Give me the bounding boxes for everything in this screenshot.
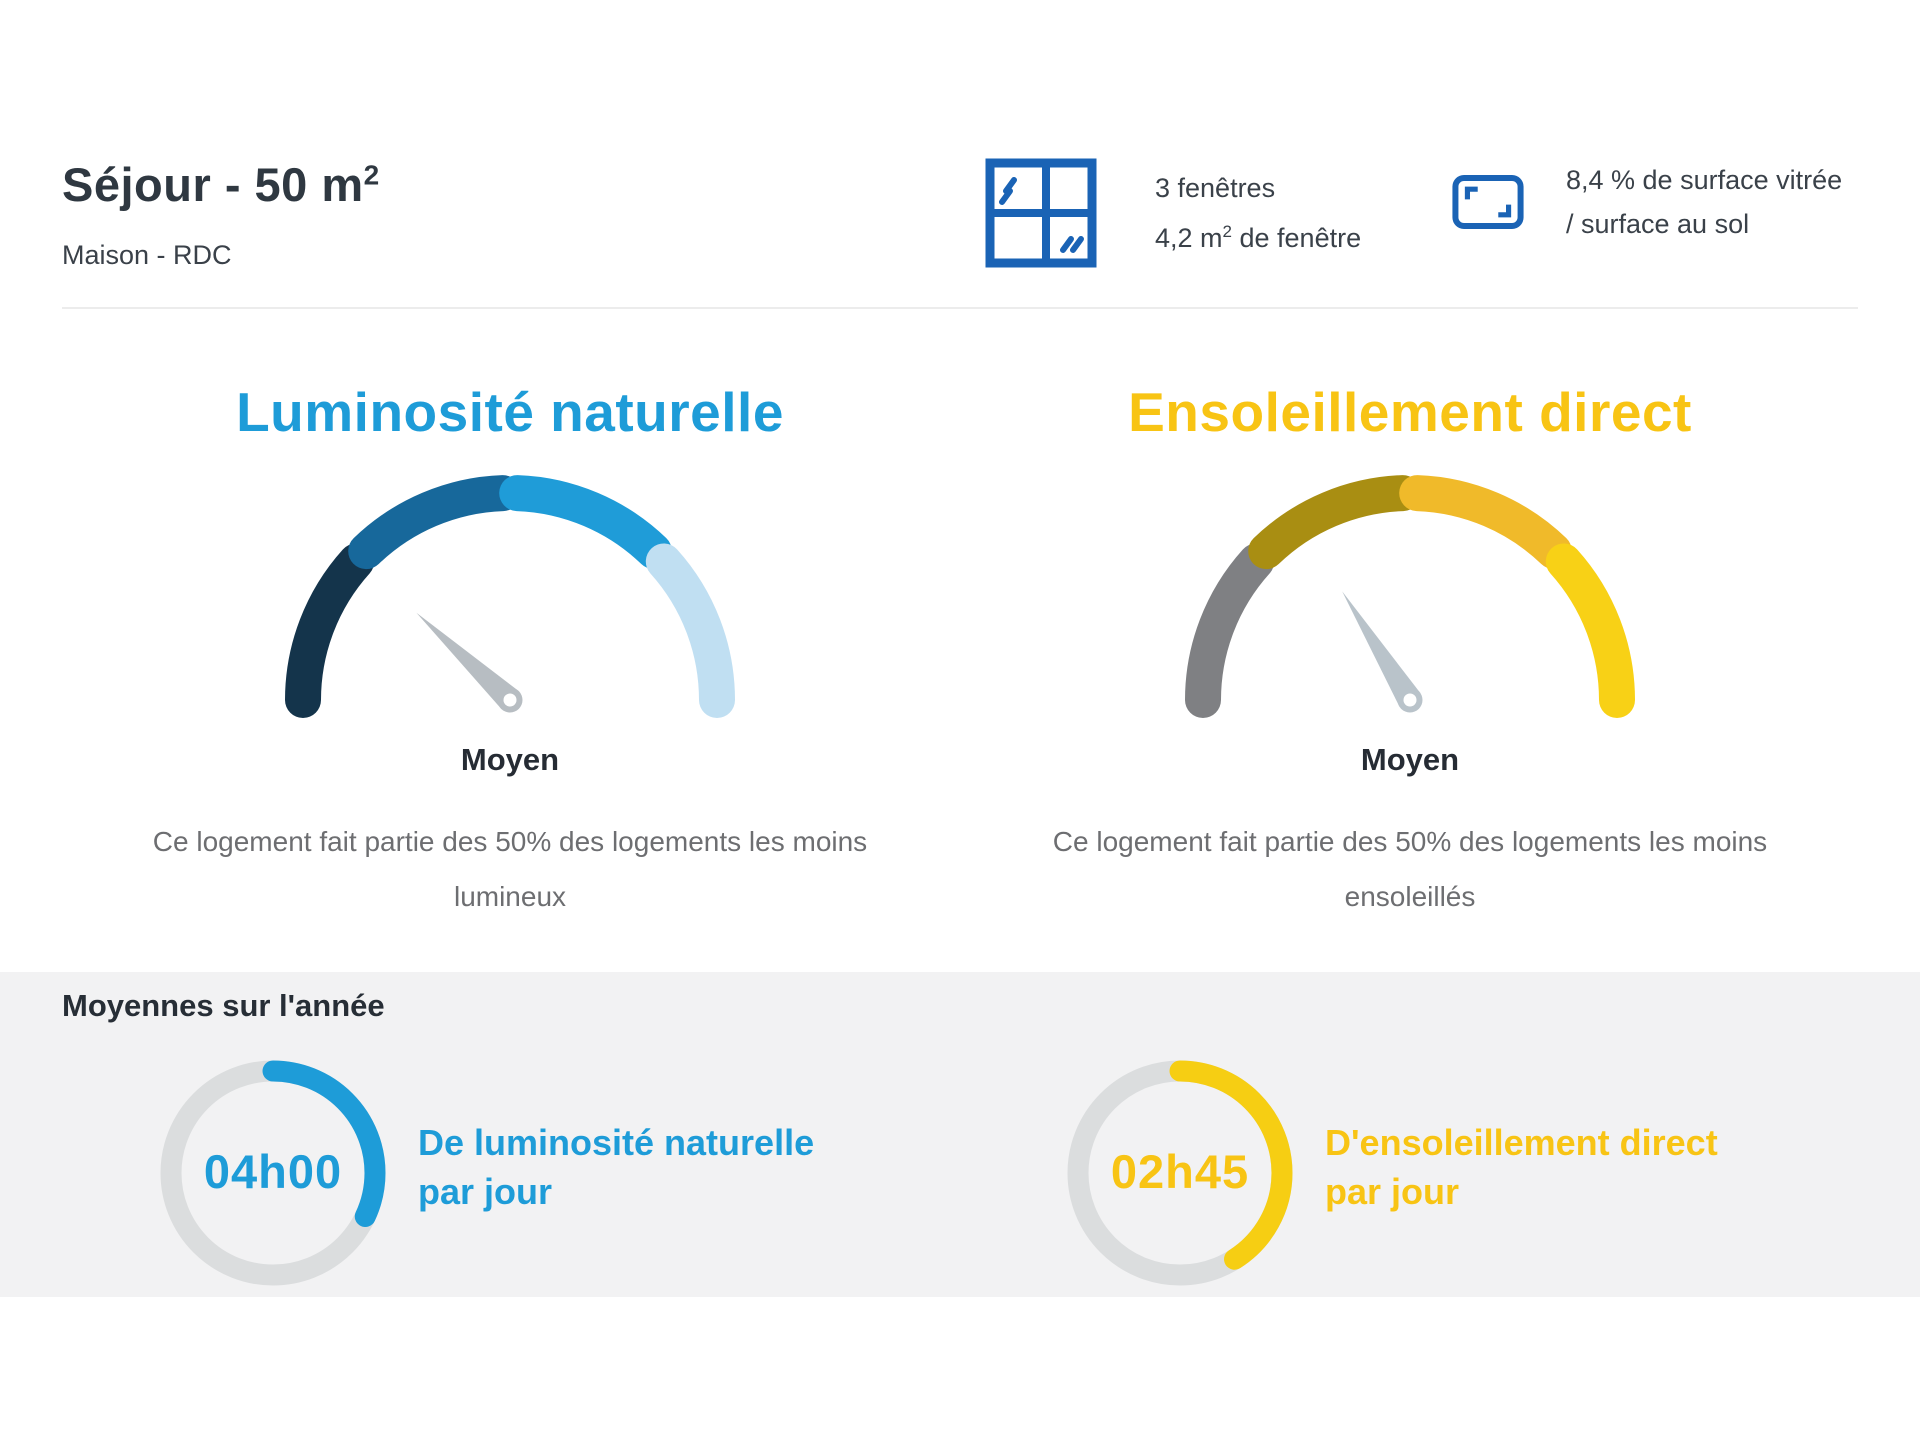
windows-info-text: 3 fenêtres 4,2 m2 de fenêtre	[1155, 166, 1361, 260]
gauge-segment	[285, 543, 375, 718]
donut-ring-luminosite	[160, 1060, 386, 1286]
gauge-segment	[348, 475, 521, 570]
gauge-needle-pivot-dot	[1403, 693, 1417, 707]
gauge-rating-ensoleillement: Moyen	[1360, 742, 1460, 777]
donut-label-line2: par jour	[1325, 1171, 1460, 1212]
page-title: Séjour - 50 m2	[62, 157, 380, 212]
gauge-description-line2: lumineux	[453, 881, 567, 912]
gauge-chart-ensoleillement	[1185, 475, 1635, 718]
glazing-info-text: 8,4 % de surface vitrée / surface au sol	[1566, 158, 1842, 246]
gauge-segment	[645, 543, 735, 718]
donut-progress-arc	[1067, 1060, 1293, 1286]
gauge-segment	[1545, 543, 1635, 718]
donut-label-ensoleillement: D'ensoleillement direct par jour	[1325, 1118, 1718, 1216]
donut-progress-arc	[160, 1060, 386, 1286]
donut-label-line2: par jour	[418, 1171, 553, 1212]
gauge-needle	[416, 612, 519, 710]
yearly-averages-section: Moyennes sur l'année 04h00 De luminosité…	[0, 972, 1920, 1297]
donut-label-line1: De luminosité naturelle	[418, 1122, 815, 1163]
page-title-superscript: 2	[363, 159, 380, 191]
gauge-rating-luminosite: Moyen	[460, 742, 560, 777]
surface-icon	[1452, 175, 1524, 229]
donut-label-line1: D'ensoleillement direct	[1325, 1122, 1718, 1163]
page-title-text: Séjour - 50 m	[62, 158, 364, 212]
glazing-ratio-line1: 8,4 % de surface vitrée	[1566, 165, 1843, 195]
page-subtitle: Maison - RDC	[62, 240, 232, 270]
window-icon	[985, 158, 1097, 268]
gauge-description-luminosite: Ce logement fait partie des 50% des loge…	[110, 814, 910, 924]
windows-area-superscript: 2	[1222, 222, 1232, 241]
gauge-segment	[1248, 475, 1421, 570]
gauge-needle	[1342, 591, 1421, 707]
header-divider	[62, 307, 1858, 309]
windows-count: 3 fenêtres	[1155, 173, 1276, 203]
glazing-info: 8,4 % de surface vitrée / surface au sol	[1452, 158, 1842, 246]
gauge-segment	[1399, 475, 1572, 570]
yearly-averages-title: Moyennes sur l'année	[62, 988, 385, 1023]
gauge-description-ensoleillement: Ce logement fait partie des 50% des loge…	[1010, 814, 1810, 924]
donut-ring-ensoleillement	[1067, 1060, 1293, 1286]
donut-value-ensoleillement: 02h45	[1110, 1145, 1250, 1198]
gauge-segment	[499, 475, 672, 570]
gauge-chart-luminosite	[285, 475, 735, 718]
gauge-segment	[1185, 543, 1275, 718]
gauge-title-ensoleillement: Ensoleillement direct	[1128, 381, 1692, 443]
donut-label-luminosite: De luminosité naturelle par jour	[418, 1118, 814, 1216]
windows-area-unit: de fenêtre	[1232, 223, 1362, 253]
gauge-title-luminosite: Luminosité naturelle	[236, 381, 784, 443]
gauge-description-line1: Ce logement fait partie des 50% des loge…	[1052, 826, 1768, 857]
gauge-description-line2: ensoleillés	[1344, 881, 1476, 912]
gauge-description-line1: Ce logement fait partie des 50% des loge…	[152, 826, 868, 857]
windows-area-value: 4,2 m	[1155, 223, 1223, 253]
windows-info: 3 fenêtres 4,2 m2 de fenêtre	[985, 158, 1361, 268]
windows-area: 4,2 m2 de fenêtre	[1155, 210, 1361, 260]
glazing-ratio-line2: / surface au sol	[1566, 209, 1750, 239]
donut-value-luminosite: 04h00	[203, 1145, 343, 1198]
gauge-needle-pivot-dot	[503, 693, 517, 707]
